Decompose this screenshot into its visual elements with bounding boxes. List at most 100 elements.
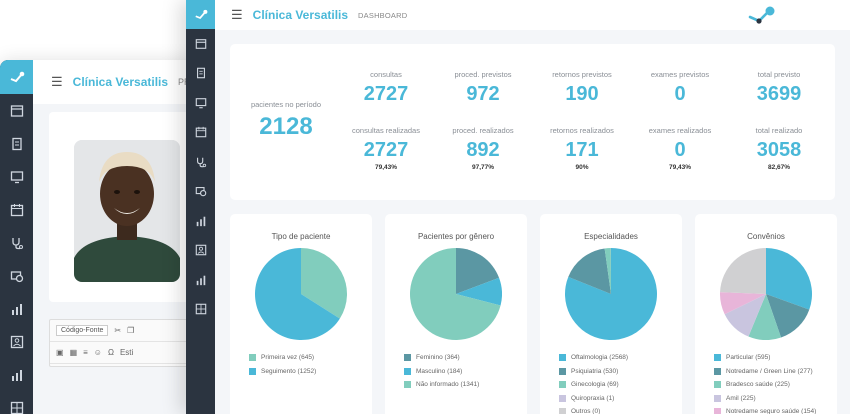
legend-item[interactable]: Quiropraxia (1) [559, 392, 628, 406]
table-icon[interactable] [0, 391, 33, 414]
pie-slice-ginecologia[interactable] [604, 248, 611, 294]
pie-slice-amil[interactable] [724, 294, 766, 337]
stat-label: total realizado [755, 126, 803, 135]
chart-title: Tipo de paciente [271, 232, 331, 241]
document-icon [196, 67, 205, 79]
legend-item[interactable]: Bradesco saúde (225) [714, 378, 816, 392]
source-code-button[interactable]: Código-Fonte [56, 325, 109, 336]
legend-label: Outros (0) [571, 408, 601, 414]
legend-swatch [714, 408, 721, 414]
legend-item[interactable]: Amil (225) [714, 392, 816, 406]
page-title: DASHBOARD [358, 10, 408, 20]
back-logo[interactable] [0, 60, 33, 94]
stat-label: retornos realizados [550, 126, 614, 135]
legend-item[interactable]: Primeira vez (645) [249, 351, 316, 365]
stat-proced-realizados: proced. realizados 892 97,77% [438, 126, 528, 171]
money-icon[interactable] [0, 259, 33, 292]
document-icon[interactable] [0, 127, 33, 160]
stat-consultas: consultas 2727 [341, 70, 431, 106]
legend-item[interactable]: Particular (595) [714, 351, 816, 365]
chart-card-especialidades: Especialidades Oftalmologia (2568) Psiqui… [540, 214, 682, 414]
pie-slice-bradesco-sa-de[interactable] [748, 294, 782, 340]
list-icon[interactable]: ≡ [83, 348, 88, 357]
stat-value: 0 [674, 83, 686, 105]
stat-exames-previstos: exames previstos 0 [635, 70, 725, 106]
patient-photo [74, 140, 180, 282]
pie-slice-outros[interactable] [720, 248, 766, 294]
menu-icon[interactable]: ☰ [51, 74, 63, 89]
logo-icon [10, 71, 24, 83]
window-icon[interactable] [0, 94, 33, 127]
sidebar-item-monitor[interactable] [186, 88, 215, 118]
omega-icon[interactable]: Ω [107, 348, 114, 357]
legend-swatch [559, 408, 566, 414]
bar-chart-icon[interactable] [0, 358, 33, 391]
sidebar-item-reports[interactable] [186, 206, 215, 236]
legend-item[interactable]: Não informado (1341) [404, 378, 479, 392]
users-icon [195, 244, 206, 256]
image-icon[interactable]: ▣ [56, 348, 64, 357]
pie-slice-notredame-green-line[interactable] [766, 294, 810, 338]
calendar-icon[interactable] [0, 193, 33, 226]
patient-photo-card [49, 112, 199, 302]
users-icon[interactable] [0, 325, 33, 358]
table-icon[interactable]: ▦ [69, 348, 78, 357]
legend-item[interactable]: Ginecologia (69) [559, 378, 628, 392]
legend-swatch [714, 394, 721, 402]
menu-icon[interactable]: ☰ [231, 7, 243, 22]
stat-value: 2128 [259, 113, 313, 140]
legend-label: Amil (225) [726, 394, 756, 402]
stat-label: exames previstos [650, 70, 710, 79]
legend-item[interactable]: Notredame / Green Line (277) [714, 365, 816, 379]
legend-swatch [404, 354, 411, 362]
legend-swatch [559, 367, 566, 375]
pie-slice-notredame-seguro-sa-de[interactable] [720, 292, 766, 315]
topbar: ☰ Clínica Versatilis DASHBOARD [215, 0, 850, 30]
sidebar-item-calendar[interactable] [186, 118, 215, 148]
legend-item[interactable]: Masculino (184) [404, 365, 479, 379]
stat-label: exames realizados [648, 126, 712, 135]
legend-item[interactable]: Psiquiatria (530) [559, 365, 628, 379]
bar-chart-icon[interactable] [0, 292, 33, 325]
legend-item[interactable]: Outros (0) [559, 405, 628, 414]
stat-value: 0 [674, 139, 686, 161]
sidebar-item-statistics[interactable] [186, 265, 215, 295]
stat-label: consultas realizadas [352, 126, 420, 135]
legend-item[interactable]: Notredame seguro saúde (154) [714, 405, 816, 414]
sidebar-item-table[interactable] [186, 295, 215, 325]
stat-value: 2727 [363, 139, 409, 161]
sidebar-item-stethoscope[interactable] [186, 147, 215, 177]
monitor-icon[interactable] [0, 160, 33, 193]
legend-label: Primeira vez (645) [261, 354, 315, 362]
sidebar-item-users[interactable] [186, 236, 215, 266]
sidebar-item-documents[interactable] [186, 59, 215, 89]
sidebar-item-finance[interactable] [186, 177, 215, 207]
stat-proced-previstos: proced. previstos 972 [438, 70, 528, 106]
sidebar-item-window[interactable] [186, 29, 215, 59]
chart-card-genero: Pacientes por gênero Feminino (364) Mascu… [385, 214, 527, 414]
stat-value: 3699 [756, 83, 802, 105]
cut-icon[interactable]: ✂ [114, 326, 122, 335]
legend-item[interactable]: Feminino (364) [404, 351, 479, 365]
pie-slice-seguimento[interactable] [255, 248, 340, 340]
app-title: Clínica Versatilis [252, 8, 349, 22]
chart-card-tipo-paciente: Tipo de paciente Primeira vez (645) Segui… [230, 214, 372, 414]
stethoscope-icon[interactable] [0, 226, 33, 259]
pie-slice-n-o-informado[interactable] [410, 248, 501, 340]
legend-item[interactable]: Oftalmologia (2568) [559, 351, 628, 365]
style-dropdown[interactable]: Esti [119, 348, 134, 357]
legend-item[interactable]: Seguimento (1252) [249, 365, 316, 379]
stat-retornos-realizados: retornos realizados 171 90% [537, 126, 627, 171]
pie-slice-masculino[interactable] [456, 277, 502, 306]
emoji-icon[interactable]: ☺ [93, 348, 102, 357]
sidebar-logo[interactable] [186, 0, 215, 29]
pie-slice-feminino[interactable] [456, 248, 500, 294]
stat-percent: 79,43% [668, 164, 692, 171]
copy-icon[interactable]: ❐ [127, 326, 135, 335]
pie-slice-particular[interactable] [766, 248, 812, 310]
text-editor[interactable]: Código-Fonte ✂ ❐ ▣ ▦ ≡ ☺ Ω Esti [49, 319, 199, 367]
legend-label: Notredame / Green Line (277) [726, 367, 813, 375]
pie-slice-psiquiatria[interactable] [568, 248, 611, 294]
pie-slice-primeira-vez[interactable] [301, 248, 347, 319]
window-icon [195, 38, 206, 49]
